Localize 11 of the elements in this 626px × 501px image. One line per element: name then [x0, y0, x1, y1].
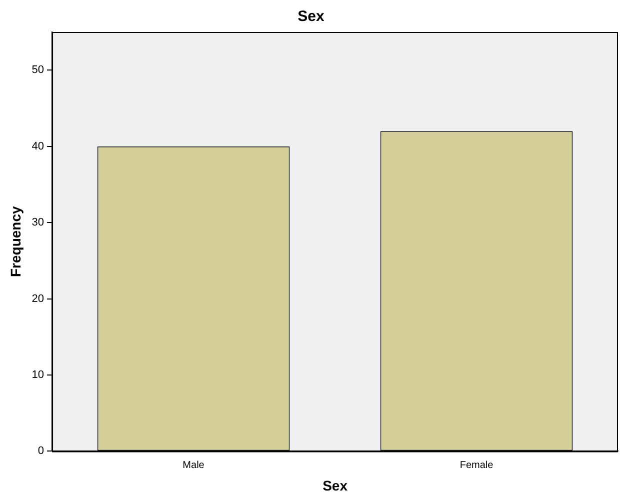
x-tick-label: Male — [182, 460, 205, 471]
y-tick-label: 0 — [38, 445, 44, 458]
x-axis-title: Sex — [322, 477, 348, 494]
y-tick-label: 40 — [32, 140, 44, 152]
y-axis-title: Frequency — [7, 206, 24, 278]
y-tick-label: 20 — [32, 292, 44, 305]
y-tick-label: 10 — [32, 369, 44, 382]
y-tick-label: 50 — [32, 64, 44, 76]
x-tick-label: Female — [460, 460, 494, 471]
chart-title: Sex — [298, 8, 325, 26]
y-tick-label: 30 — [32, 216, 44, 229]
